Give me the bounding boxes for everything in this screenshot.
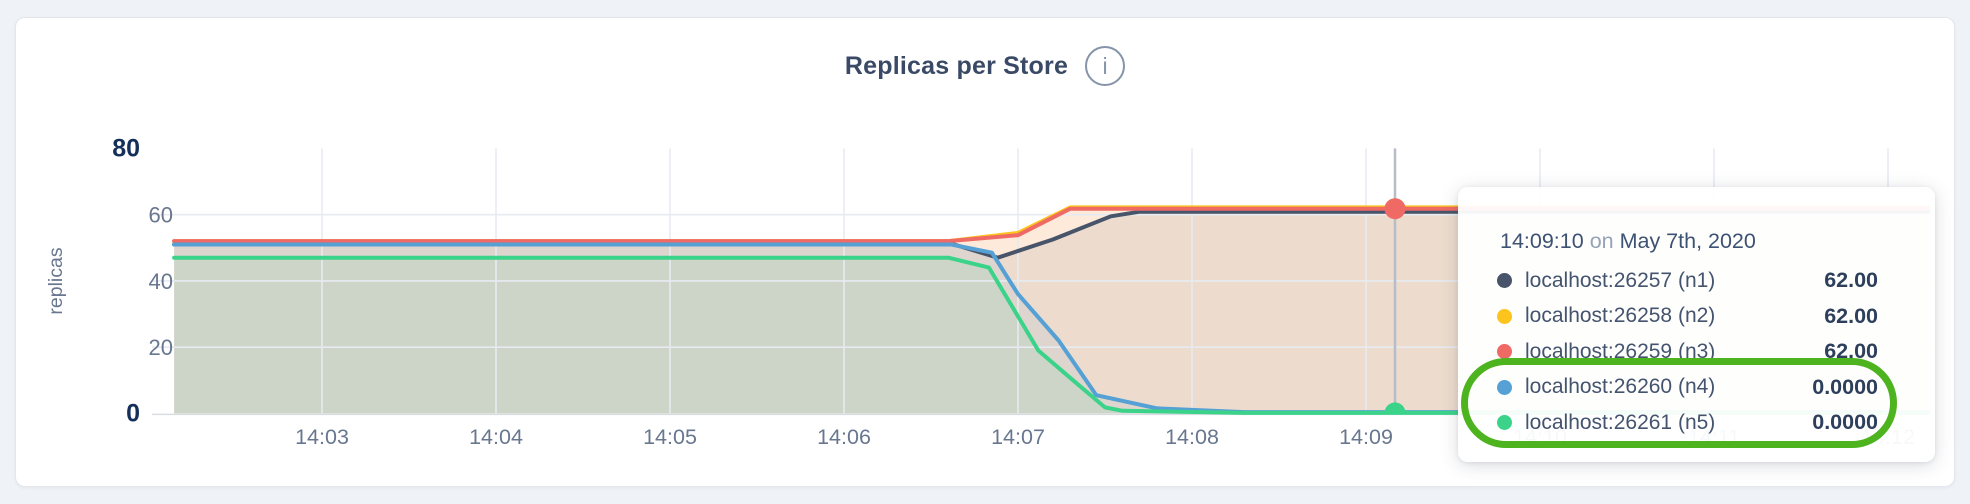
y-axis-tick-label: 20	[149, 335, 173, 360]
x-axis-tick-label: 14:05	[643, 425, 697, 449]
series-line-n5	[172, 255, 1931, 415]
tooltip-series-value: 62.00	[1824, 303, 1878, 328]
y-axis-title: replicas	[45, 247, 67, 314]
series-area-n5	[174, 257, 1929, 414]
tooltip-series-value: 0.0000	[1812, 410, 1878, 435]
y-axis-tick-label: 60	[149, 203, 173, 228]
tooltip-series-label: localhost:26261 (n5)	[1525, 410, 1716, 434]
x-axis-tick-label: 14:09	[1339, 425, 1393, 449]
x-axis-tick-label: 14:08	[1165, 425, 1219, 449]
tooltip-series-value: 62.00	[1824, 339, 1878, 364]
tooltip-connector: on	[1589, 229, 1614, 253]
chart-title-row: Replicas per Store i	[0, 46, 1970, 86]
x-axis-tick-label: 14:06	[817, 425, 871, 449]
info-icon[interactable]: i	[1085, 46, 1126, 86]
series-color-dot	[1497, 344, 1512, 360]
series-color-dot	[1497, 379, 1512, 395]
y-axis-tick-label: 0	[126, 399, 140, 427]
y-axis-tick-label: 40	[149, 269, 173, 294]
hover-dot	[1384, 198, 1406, 220]
tooltip-rows: localhost:26257 (n1) 62.00 localhost:26258…	[1458, 263, 1935, 441]
series-color-dot	[1497, 273, 1512, 289]
tooltip-series-label: localhost:26257 (n1)	[1525, 268, 1716, 292]
tooltip-series-label: localhost:26258 (n2)	[1525, 304, 1716, 328]
series-area-n4	[174, 244, 1929, 414]
tooltip-series-value: 62.00	[1824, 268, 1878, 293]
chart-title: Replicas per Store	[844, 51, 1069, 80]
series-line-n3	[172, 206, 1931, 244]
tooltip-series-row: localhost:26261 (n5) 0.0000	[1458, 405, 1935, 441]
y-axis-tick-label: 80	[112, 134, 140, 162]
tooltip-time: 14:09:10	[1500, 229, 1584, 253]
tooltip-header: 14:09:10 on May 7th, 2020	[1458, 229, 1935, 254]
tooltip-date: May 7th, 2020	[1619, 229, 1756, 253]
tooltip-series-row: localhost:26258 (n2) 62.00	[1458, 299, 1935, 335]
x-axis-tick-label: 14:07	[991, 425, 1045, 449]
tooltip-series-label: localhost:26259 (n3)	[1525, 339, 1716, 363]
tooltip-series-row: localhost:26259 (n3) 62.00	[1458, 334, 1935, 370]
tooltip-series-row: localhost:26260 (n4) 0.0000	[1458, 370, 1935, 406]
series-color-dot	[1497, 308, 1512, 324]
tooltip-series-row: localhost:26257 (n1) 62.00	[1458, 263, 1935, 299]
series-color-dot	[1497, 415, 1512, 431]
x-axis-tick-label: 14:03	[295, 425, 349, 449]
tooltip-series-value: 0.0000	[1812, 374, 1878, 399]
tooltip-series-label: localhost:26260 (n4)	[1525, 375, 1716, 399]
chart-tooltip: 14:09:10 on May 7th, 2020 localhost:2625…	[1458, 187, 1935, 462]
x-axis-tick-label: 14:04	[469, 425, 523, 449]
hover-dot	[1384, 402, 1406, 415]
